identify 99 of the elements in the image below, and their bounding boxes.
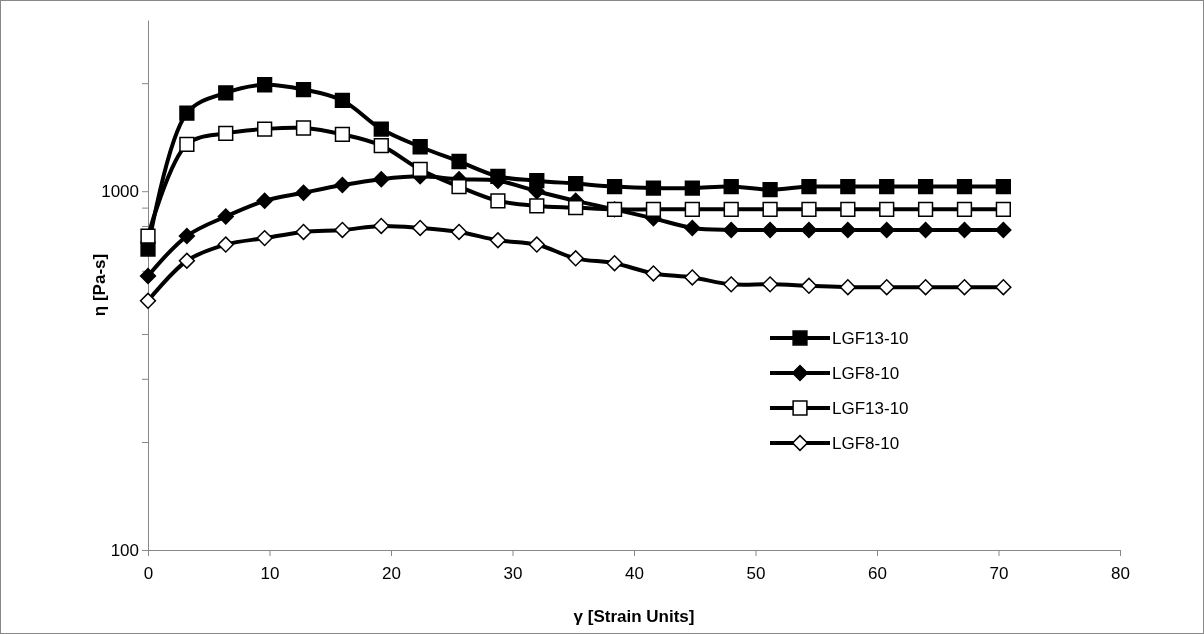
- point: [373, 217, 390, 235]
- x-tick-label: 20: [382, 564, 401, 584]
- point: [295, 223, 312, 241]
- point: [489, 232, 507, 249]
- legend-label: LGF8-10: [832, 433, 900, 453]
- point: [490, 193, 506, 209]
- point: [140, 228, 156, 244]
- point: [334, 126, 351, 143]
- point: [995, 221, 1012, 239]
- x-tick-label: 80: [1111, 564, 1130, 584]
- point: [761, 276, 779, 293]
- point: [412, 139, 428, 155]
- point: [956, 279, 973, 296]
- point: [528, 236, 545, 253]
- point: [295, 184, 312, 201]
- point: [412, 161, 428, 178]
- point: [645, 201, 662, 217]
- point: [140, 241, 156, 257]
- point: [256, 192, 273, 209]
- point: [723, 221, 740, 239]
- point: [257, 121, 273, 137]
- point: [178, 227, 196, 245]
- point: [218, 125, 234, 141]
- point: [917, 221, 934, 239]
- point: [762, 182, 778, 198]
- x-tick-label: 10: [260, 564, 280, 584]
- point: [800, 277, 818, 294]
- point: [217, 236, 234, 253]
- point: [334, 176, 351, 194]
- point: [295, 81, 312, 98]
- point: [218, 85, 234, 101]
- point: [801, 178, 817, 195]
- point: [761, 221, 779, 239]
- point: [529, 198, 545, 214]
- point: [373, 121, 389, 137]
- point: [373, 137, 389, 154]
- point: [451, 178, 467, 195]
- point: [450, 223, 468, 241]
- x-tick-label: 70: [989, 564, 1009, 584]
- point: [801, 201, 817, 217]
- legend-label: LGF8-10: [832, 363, 900, 383]
- point: [373, 171, 390, 188]
- point: [840, 178, 856, 195]
- point: [956, 221, 973, 239]
- point: [723, 201, 739, 217]
- point: [723, 178, 739, 195]
- point: [606, 255, 623, 272]
- legend-label: LGF13-10: [832, 328, 909, 348]
- point: [879, 178, 895, 195]
- point: [917, 201, 934, 217]
- point: [334, 92, 351, 109]
- point: [684, 201, 700, 217]
- point: [256, 229, 273, 247]
- y-axis-title: η [Pa-s]: [90, 253, 109, 317]
- point: [839, 221, 857, 239]
- point: [839, 279, 857, 296]
- point: [956, 178, 973, 195]
- x-axis-title: γ [Strain Units]: [573, 607, 695, 626]
- point: [762, 201, 778, 217]
- y-tick-label: 100: [110, 540, 139, 560]
- x-tick-label: 40: [625, 564, 644, 584]
- point: [840, 201, 856, 217]
- legend-label: LGF13-10: [832, 398, 909, 418]
- point: [879, 201, 895, 217]
- point: [995, 201, 1011, 217]
- point: [878, 221, 895, 239]
- point: [567, 250, 584, 267]
- point: [956, 201, 973, 217]
- point: [684, 180, 700, 196]
- point: [995, 279, 1012, 296]
- point: [917, 279, 934, 296]
- y-tick-label: 1000: [101, 182, 139, 202]
- point: [178, 252, 196, 269]
- point: [139, 292, 157, 309]
- point: [257, 77, 273, 93]
- point: [451, 153, 467, 170]
- point: [606, 178, 623, 195]
- point: [568, 199, 584, 216]
- point: [684, 269, 701, 286]
- point: [800, 221, 818, 239]
- point: [179, 105, 195, 121]
- point: [645, 265, 662, 282]
- x-tick-label: 30: [503, 564, 523, 584]
- point: [295, 120, 312, 136]
- point: [568, 175, 584, 192]
- point: [917, 178, 934, 195]
- point: [179, 136, 195, 153]
- point: [878, 279, 895, 296]
- x-tick-label: 60: [868, 564, 887, 584]
- point: [411, 219, 429, 237]
- x-tick-label: 50: [746, 564, 766, 584]
- point: [684, 219, 701, 237]
- point: [995, 178, 1011, 195]
- point: [334, 221, 351, 239]
- point: [217, 208, 234, 225]
- point: [723, 276, 740, 293]
- point: [645, 180, 662, 196]
- x-tick-label: 0: [143, 564, 154, 584]
- point: [139, 267, 157, 285]
